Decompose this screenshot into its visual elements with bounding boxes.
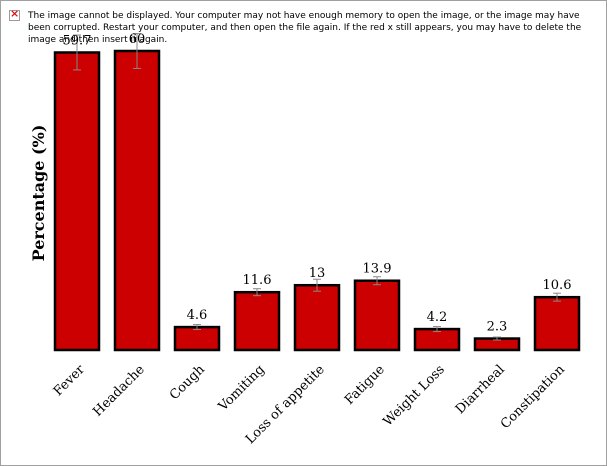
category-label-7: Diarrheal bbox=[453, 362, 508, 417]
error-bar-0 bbox=[73, 34, 81, 71]
category-label-5: Fatigue bbox=[342, 362, 388, 408]
category-label-6: Weight Loss bbox=[381, 362, 448, 429]
bar-6 bbox=[413, 327, 461, 352]
value-label-5: 13.9 bbox=[363, 262, 392, 277]
value-label-1: 60 bbox=[129, 32, 146, 47]
y-axis-label: Percentage (%) bbox=[29, 125, 48, 262]
value-label-4: 13 bbox=[309, 266, 326, 281]
category-label-1: Headache bbox=[90, 362, 148, 420]
error-bar-5 bbox=[373, 276, 381, 286]
bar-0 bbox=[53, 51, 101, 352]
value-label-8: 10.6 bbox=[543, 278, 572, 293]
value-label-7: 2.3 bbox=[487, 320, 508, 335]
category-label-3: Vomiting bbox=[215, 362, 268, 415]
image-error-message: The image cannot be displayed. Your comp… bbox=[28, 11, 582, 45]
bar-2 bbox=[173, 325, 221, 352]
error-bar-1 bbox=[133, 33, 141, 69]
category-label-2: Cough bbox=[167, 362, 208, 403]
value-label-3: 11.6 bbox=[243, 273, 272, 288]
value-label-6: 4.2 bbox=[427, 310, 448, 325]
bar-3 bbox=[233, 290, 281, 352]
bar-5 bbox=[353, 279, 401, 352]
bar-8 bbox=[533, 295, 581, 352]
category-label-0: Fever bbox=[51, 362, 89, 400]
error-bar-7 bbox=[493, 336, 501, 341]
value-label-2: 4.6 bbox=[187, 308, 208, 323]
error-bar-6 bbox=[433, 326, 441, 333]
value-label-0: 59.7 bbox=[63, 33, 92, 48]
bar-1 bbox=[113, 49, 161, 352]
category-label-8: Constipation bbox=[498, 362, 568, 432]
bar-4 bbox=[293, 283, 341, 352]
error-bar-2 bbox=[193, 324, 201, 331]
error-bar-8 bbox=[553, 292, 561, 302]
error-bar-3 bbox=[253, 288, 261, 297]
broken-image-icon: × bbox=[9, 7, 20, 21]
error-bar-4 bbox=[313, 278, 321, 292]
